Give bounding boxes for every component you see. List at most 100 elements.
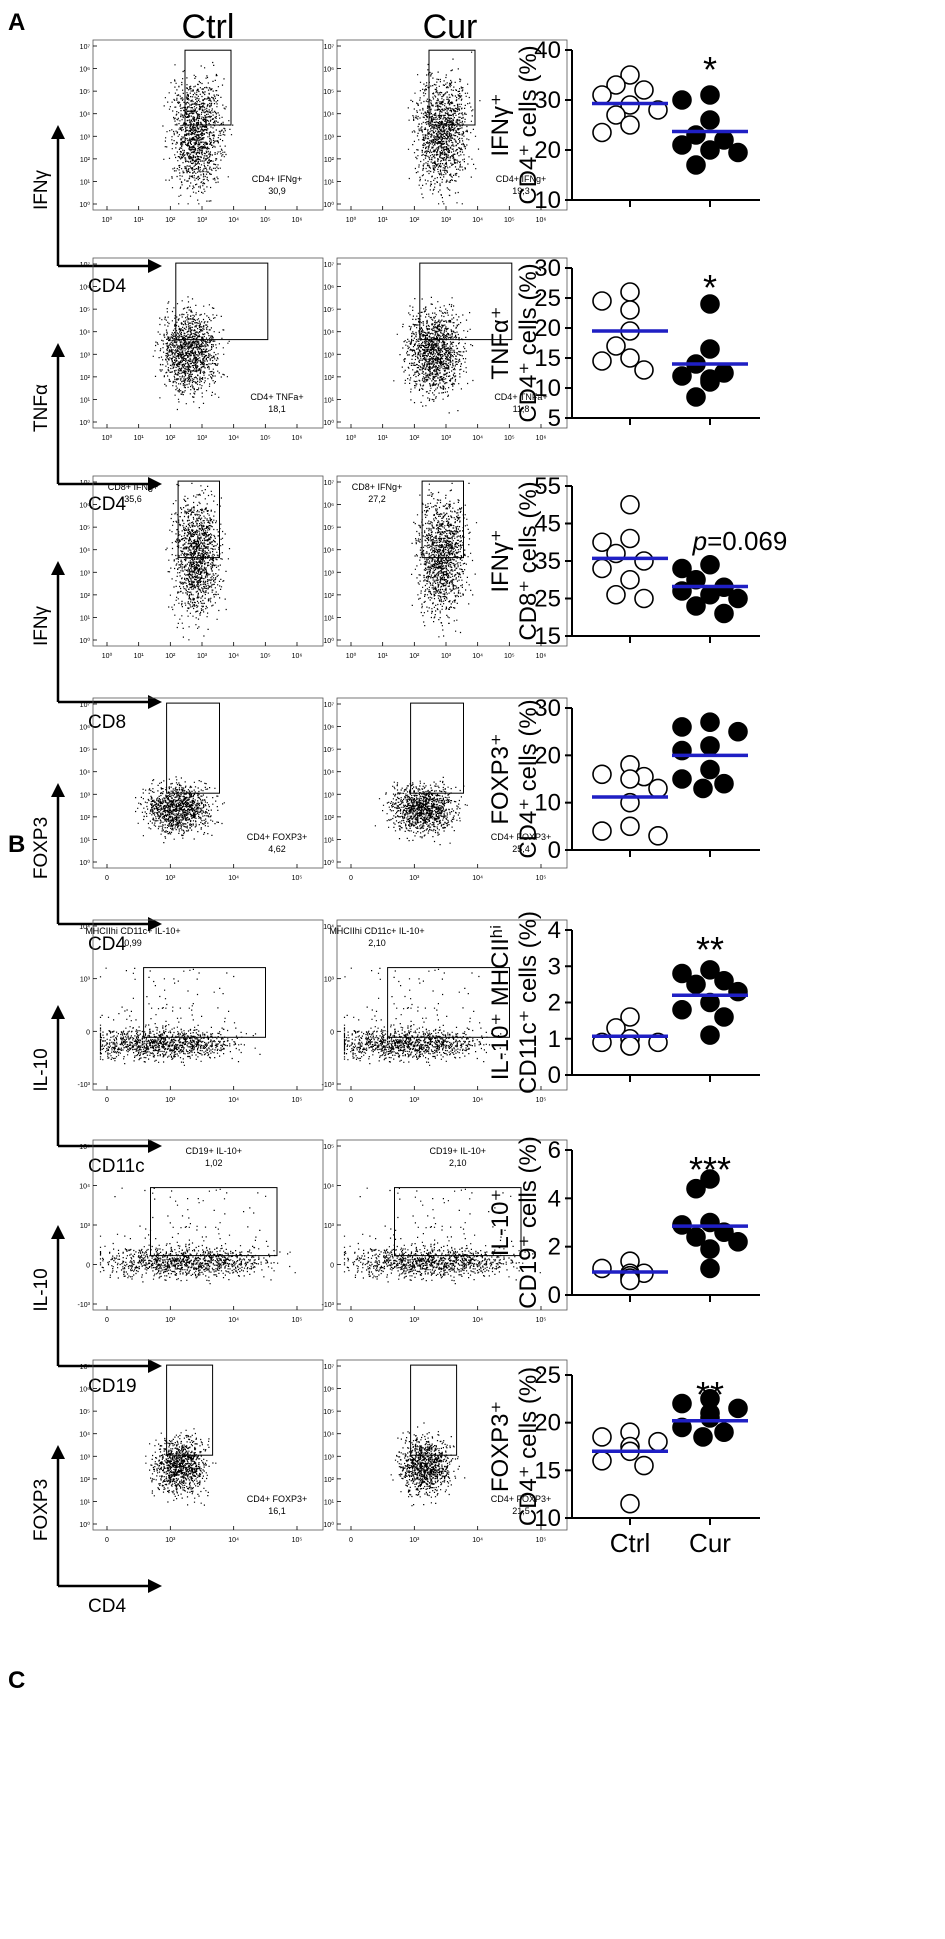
dot-plot-2: 5 10 15 20 25 30 TNFα⁺ CD4⁺ cells (%) *	[487, 255, 760, 432]
x-tick-label: 10⁴	[472, 217, 483, 224]
x-tick-label: 10²	[165, 653, 176, 660]
y-tick-label: 10⁰	[79, 859, 90, 867]
data-point-cur	[700, 110, 720, 130]
plot-frame	[92, 919, 324, 1091]
y-tick-label: 30	[534, 87, 561, 114]
y-tick-label: 55	[534, 473, 561, 500]
data-point-ctrl	[592, 532, 612, 553]
gate-name: CD19+ IL-10+	[429, 1146, 486, 1156]
data-point-cur	[700, 554, 720, 575]
x-tick-label: 10³	[165, 875, 176, 882]
data-point-cur	[693, 1427, 713, 1447]
y-tick-label: 10³	[80, 977, 91, 984]
y-tick-label: 10²	[80, 157, 91, 164]
data-point-cur	[700, 1239, 720, 1259]
y-tick-label: 10⁶	[79, 1387, 90, 1394]
x-tick-label: 10⁴	[472, 1537, 483, 1544]
y-tick-label: 10¹	[324, 179, 335, 186]
x-tick-label: 10⁴	[228, 435, 239, 442]
x-tick-label: 10⁶	[536, 217, 547, 224]
data-point-cur	[672, 963, 692, 984]
gate-name: CD19+ IL-10+	[185, 1146, 242, 1156]
y-tick-label: 10⁵	[79, 89, 90, 96]
data-point-ctrl	[606, 336, 626, 356]
y-tick-label: 10²	[324, 375, 335, 382]
y-tick-label: 10³	[80, 570, 91, 577]
y-tick-label: 10⁴	[79, 548, 90, 555]
data-point-ctrl	[648, 100, 668, 120]
x-tick-label: 10⁵	[504, 653, 515, 660]
y-tick-label: 10⁵	[79, 1144, 90, 1151]
event-cloud	[165, 482, 231, 641]
y-tick-label: 10⁷	[324, 1364, 335, 1371]
significance-label: **	[696, 929, 724, 970]
x-tick-label: 10⁵	[536, 1097, 547, 1104]
y-tick-label: 10⁷	[80, 1364, 91, 1371]
y-tick-label: 10⁴	[323, 924, 334, 931]
x-arrow-head	[148, 259, 162, 273]
y-tick-label: 20	[534, 315, 561, 342]
gate-name: MHCIIhi CD11c+ IL-10+	[329, 926, 424, 936]
flow-plot-ctrl: 10⁰ 10¹ 10² 10³ 10⁴ 10⁵ 10⁶ 10⁷ 10⁰ 10¹ 10² 10³ 10⁴ 1…	[79, 475, 324, 660]
y-tick-label: 10³	[80, 134, 91, 141]
y-tick-label: 0	[330, 1029, 334, 1036]
flow-row-5: IL-10 CD11c -10³ 0 10³ 10⁴ 0 10³ 10⁴ 10⁵ MHCIIhi C…	[31, 919, 568, 1177]
x-tick-label: 10⁴	[228, 875, 239, 882]
y-tick-label: 5	[548, 405, 561, 432]
event-cloud	[162, 61, 234, 205]
data-point-cur	[686, 569, 706, 590]
gate-rectangle	[410, 702, 465, 794]
event-cloud	[135, 776, 225, 844]
flow-plot-ctrl: 10⁰ 10¹ 10² 10³ 10⁴ 10⁵ 10⁶ 10⁷ 10⁰ 10¹ 10² 10³ 10⁴ 1…	[79, 257, 324, 442]
y-tick-label: 10⁷	[324, 262, 335, 269]
data-point-ctrl	[634, 588, 654, 609]
x-tick-label: 10³	[197, 217, 208, 224]
gate-value: 2,10	[368, 938, 386, 948]
data-point-ctrl	[620, 1007, 640, 1027]
y-tick-label: 0	[330, 1263, 334, 1270]
gate-name: CD4+ TNFa+	[250, 392, 303, 402]
data-point-ctrl	[592, 1258, 612, 1279]
data-point-cur	[728, 1398, 748, 1419]
data-point-ctrl	[620, 816, 640, 837]
y-marker-label: IFNγ	[31, 169, 52, 210]
y-tick-label: 30	[534, 255, 561, 282]
y-tick-label: 10²	[324, 157, 335, 164]
event-cloud	[407, 51, 481, 205]
y-arrow-head	[51, 783, 65, 797]
y-tick-label: 10⁰	[323, 1521, 334, 1529]
y-tick-label: 10⁷	[80, 44, 91, 51]
data-point-ctrl	[592, 122, 612, 143]
y-arrow-head	[51, 125, 65, 139]
y-tick-label: -10³	[78, 1082, 91, 1089]
data-point-cur	[672, 999, 692, 1020]
y-tick-label: 10²	[80, 375, 91, 382]
data-point-cur	[700, 759, 720, 780]
flow-row-6: IL-10 CD19 -10³ 0 10³ 10⁴ 10⁵ 0 10³ 10⁴ 10⁵ CD19+ I…	[31, 1139, 568, 1397]
x-tick-label: 10¹	[378, 653, 389, 660]
x-tick-label: 10⁴	[472, 1097, 483, 1104]
x-marker-label: CD8	[88, 712, 126, 733]
event-cloud	[99, 967, 261, 1066]
x-tick-label: 10⁶	[292, 435, 303, 442]
category-label-cur: Cur	[689, 1528, 731, 1558]
x-tick-label: 10¹	[134, 435, 145, 442]
x-tick-label: 10⁰	[346, 652, 357, 660]
x-tick-label: 10⁰	[102, 216, 113, 224]
data-point-cur	[672, 1417, 692, 1438]
data-point-cur	[686, 155, 706, 175]
x-tick-label: 0	[349, 1537, 353, 1544]
x-marker-label: CD4	[88, 494, 126, 515]
plot-frame	[92, 257, 324, 429]
y-tick-label: 10⁶	[323, 1387, 334, 1394]
gate-name: CD4+ IFNg+	[496, 174, 547, 184]
y-axis-label-line2: CD4⁺ cells (%)	[515, 263, 542, 422]
data-point-cur	[728, 142, 748, 163]
y-tick-label: 1	[548, 1026, 561, 1053]
event-cloud	[99, 1187, 296, 1285]
event-cloud	[343, 967, 506, 1066]
gate-value: 16,1	[268, 1506, 286, 1516]
y-tick-label: 10⁰	[79, 201, 90, 209]
y-tick-label: 10⁴	[323, 770, 334, 777]
x-tick-label: 10⁴	[472, 653, 483, 660]
